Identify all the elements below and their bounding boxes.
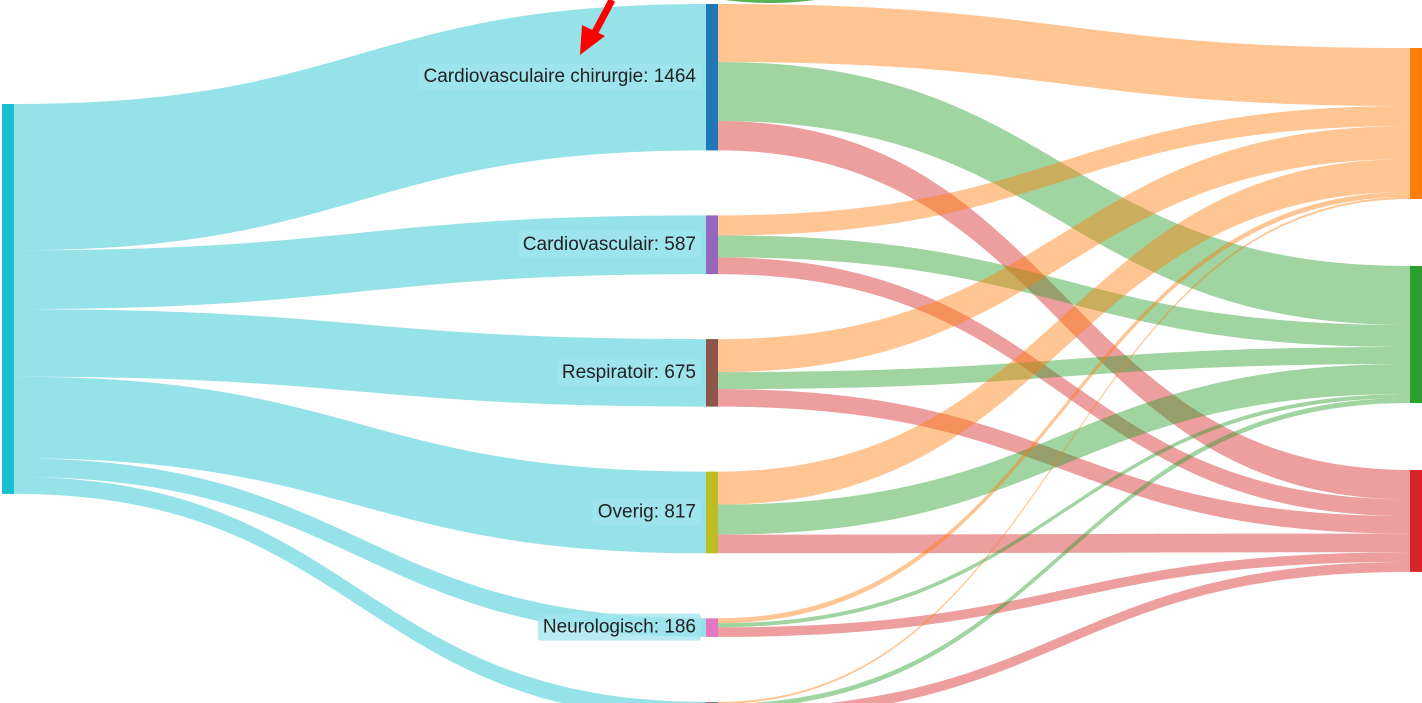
link bbox=[718, 121, 1410, 500]
labels: Cardiovasculaire chirurgie: 1464 Cardiova… bbox=[418, 63, 702, 641]
node bbox=[1410, 48, 1422, 199]
annotation-arrow bbox=[580, 0, 616, 55]
link bbox=[14, 476, 706, 703]
link bbox=[718, 235, 1410, 347]
node-label: Cardiovasculair: 587 bbox=[523, 234, 696, 255]
label-background bbox=[517, 230, 701, 258]
node bbox=[1410, 266, 1422, 403]
link bbox=[718, 4, 1410, 106]
link bbox=[718, 106, 1410, 236]
link bbox=[718, 364, 1410, 535]
link bbox=[718, 394, 1410, 628]
node bbox=[706, 471, 718, 554]
link bbox=[718, 533, 1410, 554]
link bbox=[718, 62, 1410, 325]
label-background bbox=[556, 358, 701, 386]
link bbox=[718, 347, 1410, 390]
link bbox=[718, 552, 1410, 637]
arrow-shaft bbox=[590, 0, 616, 36]
link bbox=[14, 309, 706, 407]
link bbox=[14, 376, 706, 554]
node bbox=[2, 104, 14, 494]
node bbox=[706, 701, 718, 703]
arrow-head bbox=[580, 25, 605, 55]
node-label: Overig: 817 bbox=[598, 501, 696, 522]
link bbox=[14, 458, 706, 637]
link bbox=[718, 192, 1410, 624]
label-background bbox=[537, 613, 701, 641]
node bbox=[706, 215, 718, 275]
node-label: Respiratoir: 675 bbox=[562, 362, 696, 383]
link bbox=[14, 4, 706, 251]
node bbox=[1410, 470, 1422, 572]
link bbox=[718, 257, 1410, 517]
node bbox=[706, 4, 718, 151]
link bbox=[718, 126, 1410, 373]
node bbox=[706, 339, 718, 407]
link bbox=[718, 197, 1410, 703]
node bbox=[706, 618, 718, 637]
link bbox=[718, 159, 1410, 505]
link bbox=[718, 389, 1410, 534]
links bbox=[14, 4, 1410, 703]
node-label: Cardiovasculaire chirurgie: 1464 bbox=[424, 66, 697, 87]
label-background bbox=[418, 63, 702, 91]
decoration bbox=[725, 0, 815, 3]
node-label: Neurologisch: 186 bbox=[543, 617, 696, 638]
nodes bbox=[2, 4, 1422, 703]
label-background bbox=[592, 498, 701, 526]
